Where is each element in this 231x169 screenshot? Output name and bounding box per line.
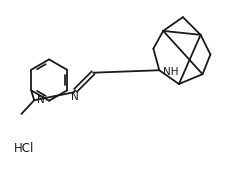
Text: NH: NH [163,67,178,77]
Text: HCl: HCl [14,142,34,155]
Text: N: N [70,92,78,102]
Text: N: N [36,95,44,105]
